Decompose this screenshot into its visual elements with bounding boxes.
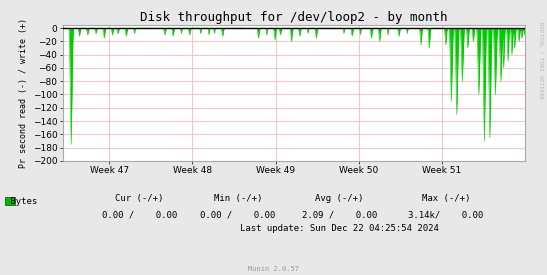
Text: Last update: Sun Dec 22 04:25:54 2024: Last update: Sun Dec 22 04:25:54 2024 [240,224,439,233]
Text: Munin 2.0.57: Munin 2.0.57 [248,266,299,272]
Text: Bytes: Bytes [5,197,38,206]
Text: Cur (-/+): Cur (-/+) [115,194,164,203]
Text: RRDTOOL / TOBI OETIKER: RRDTOOL / TOBI OETIKER [538,22,543,99]
Text: 0.00 /    0.00: 0.00 / 0.00 [102,210,177,219]
Text: 3.14k/    0.00: 3.14k/ 0.00 [408,210,484,219]
Title: Disk throughput for /dev/loop2 - by month: Disk throughput for /dev/loop2 - by mont… [140,10,448,24]
Text: Avg (-/+): Avg (-/+) [315,194,363,203]
Text: 0.00 /    0.00: 0.00 / 0.00 [200,210,276,219]
Text: Min (-/+): Min (-/+) [214,194,262,203]
Text: 2.09 /    0.00: 2.09 / 0.00 [301,210,377,219]
Y-axis label: Pr second read (-) / write (+): Pr second read (-) / write (+) [20,18,28,168]
Text: Max (-/+): Max (-/+) [422,194,470,203]
